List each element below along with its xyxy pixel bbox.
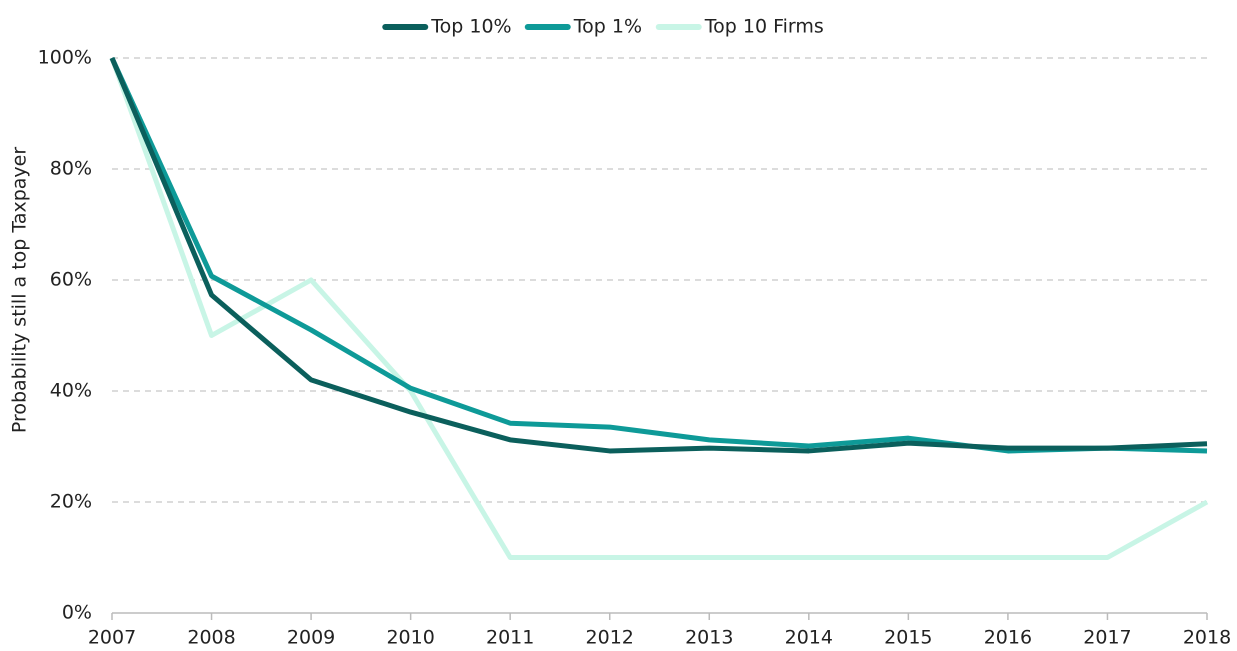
- x-tick-label: 2015: [884, 627, 932, 649]
- y-tick-label: 80%: [50, 158, 92, 180]
- y-tick-label: 100%: [38, 47, 92, 69]
- y-tick-label: 60%: [50, 269, 92, 291]
- x-tick-label: 2014: [785, 627, 833, 649]
- x-tick-label: 2012: [586, 627, 634, 649]
- y-tick-label: 0%: [62, 602, 92, 624]
- x-tick-label: 2007: [88, 627, 136, 649]
- legend-label: Top 10 Firms: [704, 16, 824, 38]
- y-tick-label: 20%: [50, 491, 92, 513]
- x-tick-label: 2008: [187, 627, 235, 649]
- legend-label: Top 10%: [430, 16, 511, 38]
- x-tick-label: 2013: [685, 627, 733, 649]
- series-line: [109, 57, 1209, 560]
- x-tick-label: 2009: [287, 627, 335, 649]
- y-axis-label: Probability still a top Taxpayer: [9, 147, 31, 434]
- y-tick-label: 40%: [50, 380, 92, 402]
- series-line: [109, 56, 1208, 454]
- x-tick-label: 2016: [984, 627, 1032, 649]
- x-tick-label: 2017: [1083, 627, 1131, 649]
- series-line: [109, 57, 1208, 454]
- x-tick-label: 2010: [386, 627, 434, 649]
- x-tick-label: 2018: [1183, 627, 1231, 649]
- legend-label: Top 1%: [573, 16, 642, 38]
- x-tick-label: 2011: [486, 627, 534, 649]
